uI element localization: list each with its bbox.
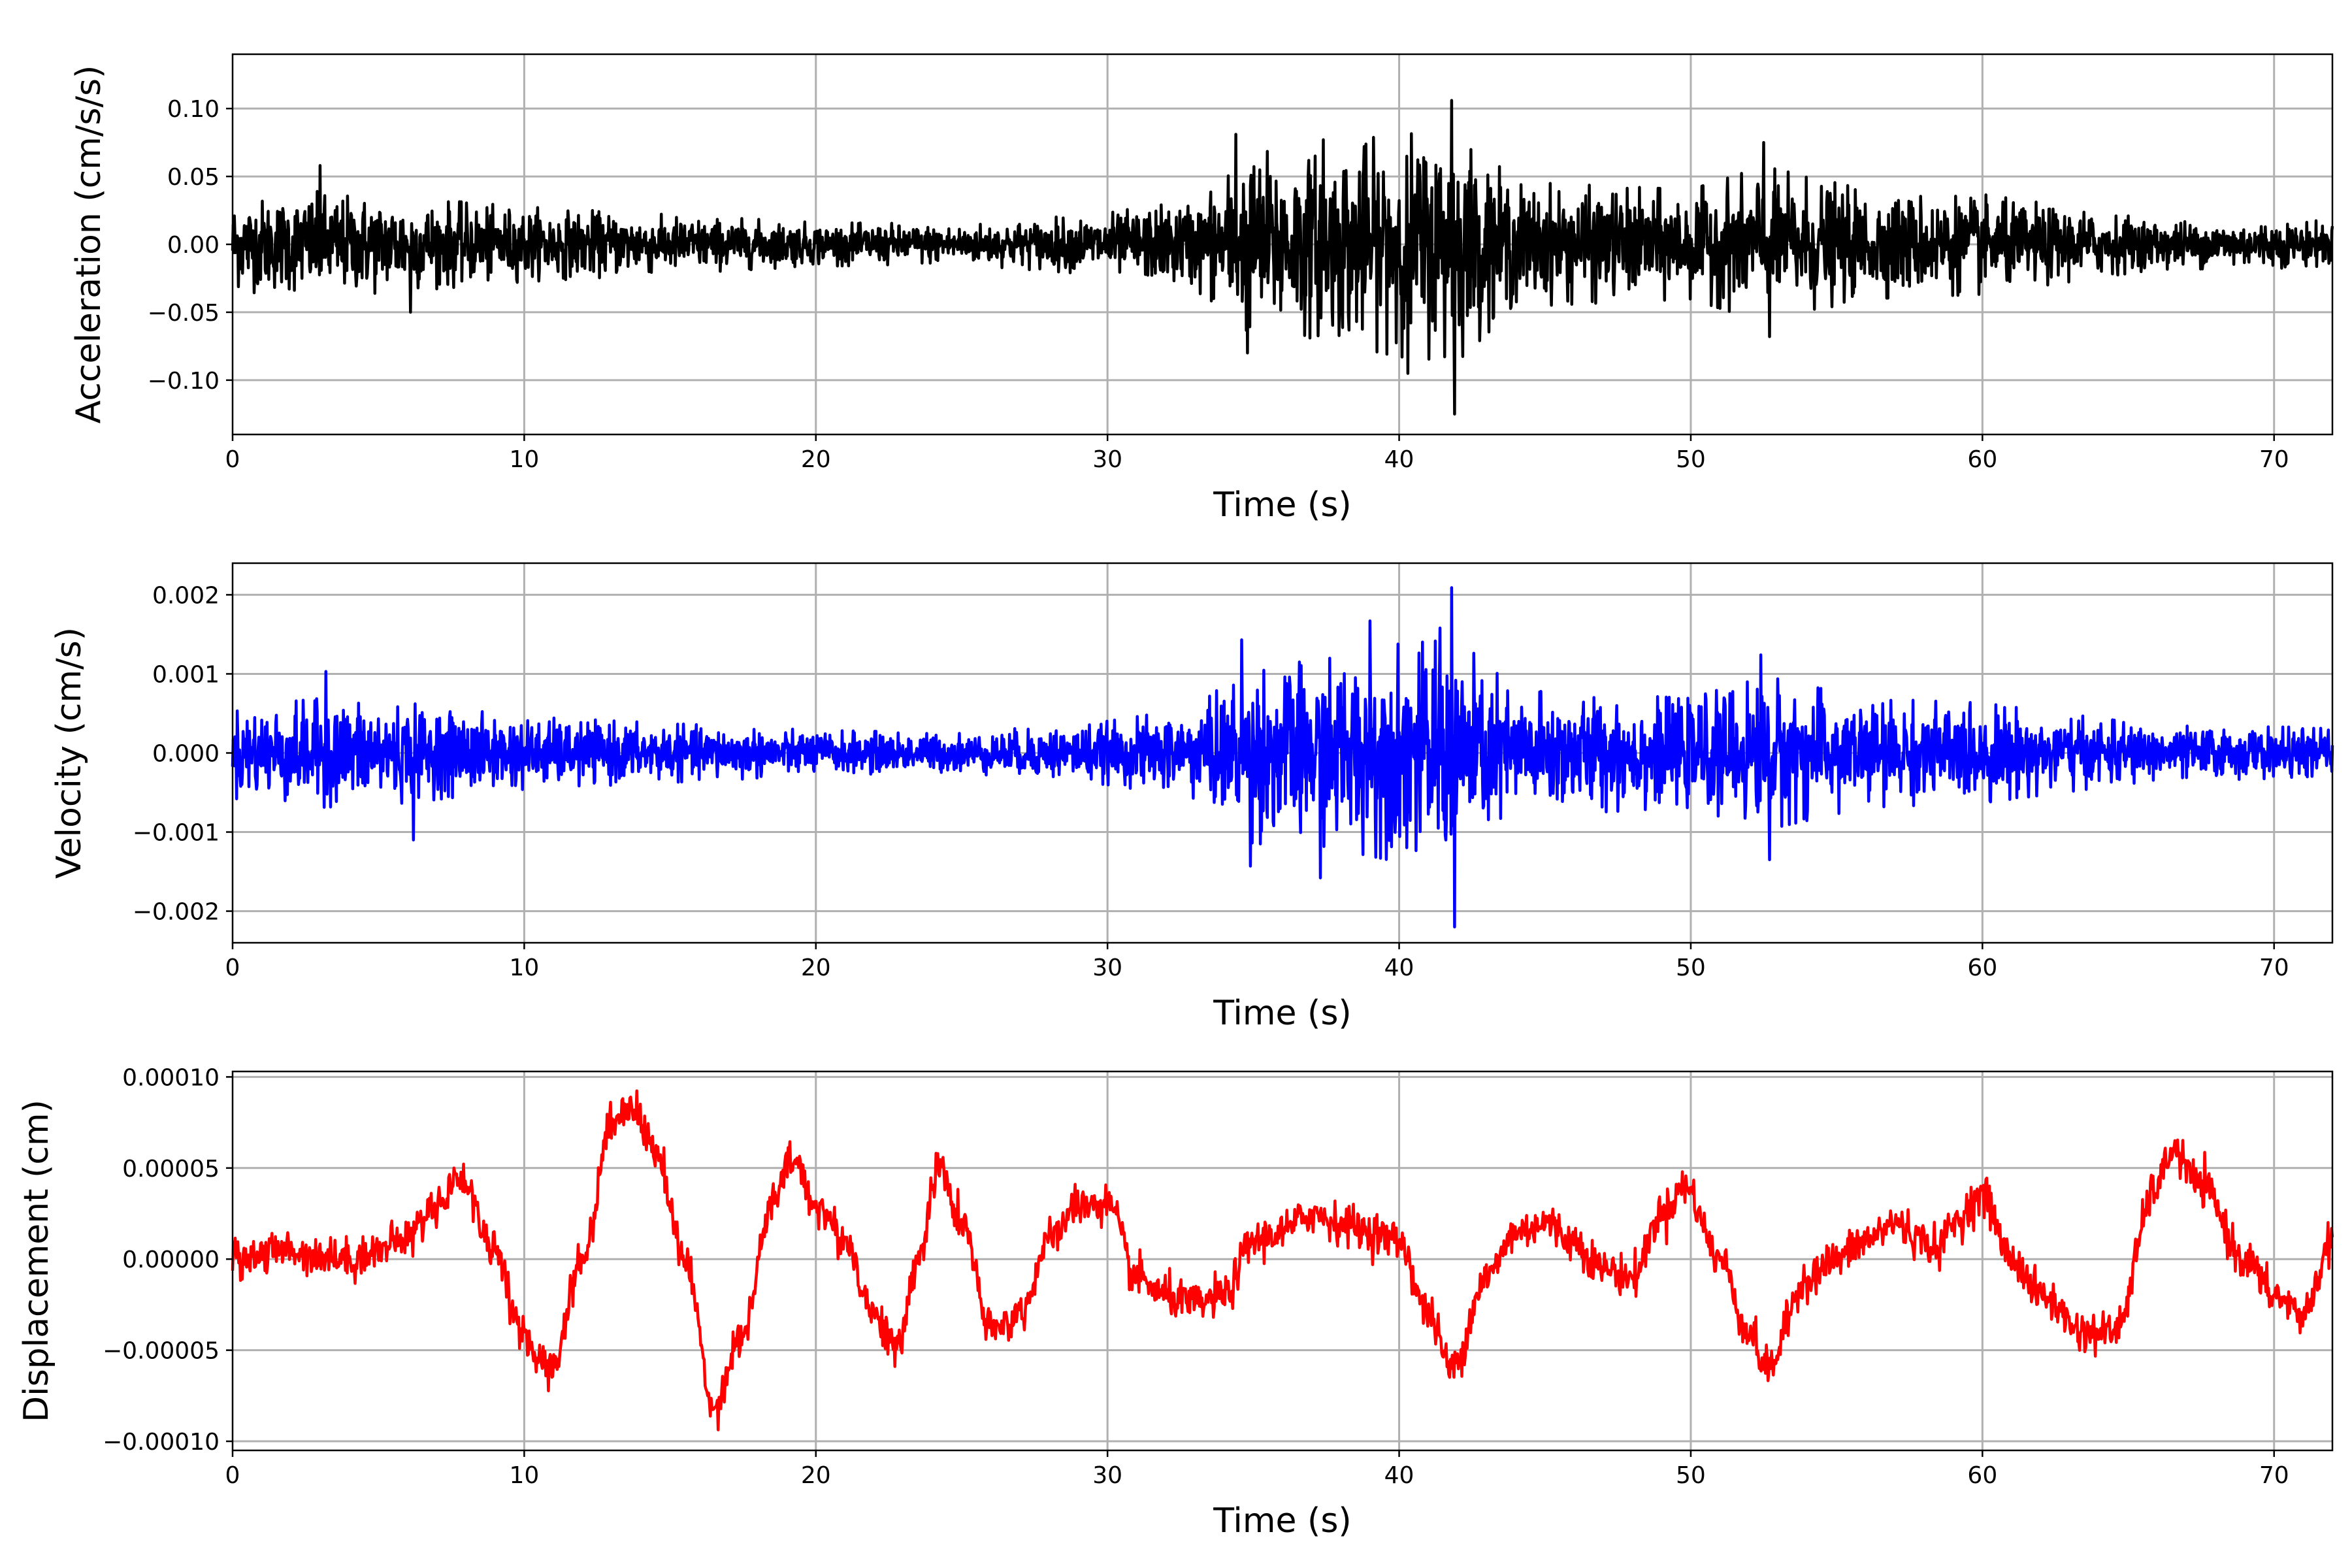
velocity-y-tick-label: −0.002 <box>133 899 220 926</box>
displacement-x-tick-label: 20 <box>801 1462 831 1489</box>
velocity-panel: 0 10 20 30 40 50 60 70 −0.002 −0.001 0.000 0.001 0.0… <box>50 562 2334 1033</box>
velocity-y-tick-label: 0.002 <box>152 582 220 609</box>
velocity-ticks: 0 10 20 30 40 50 60 70 −0.002 −0.001 0.000 0.001 0.0… <box>133 582 2289 981</box>
acceleration-y-axis-label: Acceleration (cm/s/s) <box>69 65 108 424</box>
velocity-x-tick-label: 20 <box>801 955 831 981</box>
velocity-trace <box>231 586 2334 929</box>
displacement-ticks: 0 10 20 30 40 50 60 70 −0.00010 −0.00005 0.00000 0.… <box>103 1064 2289 1489</box>
acceleration-x-tick-label: 0 <box>225 446 240 473</box>
acceleration-x-tick-label: 60 <box>1967 446 1997 473</box>
displacement-y-tick-label: 0.00000 <box>122 1247 220 1273</box>
acceleration-series-line <box>231 99 2334 416</box>
acceleration-y-tick-label: −0.10 <box>148 368 220 395</box>
velocity-x-tick-label: 60 <box>1967 955 1997 981</box>
displacement-y-tick-label: −0.00005 <box>103 1338 220 1365</box>
acceleration-y-tick-label: −0.05 <box>148 300 220 327</box>
displacement-y-tick-label: 0.00005 <box>122 1156 220 1183</box>
displacement-y-axis-label: Displacement (cm) <box>17 1100 56 1422</box>
displacement-series-line <box>231 1089 2334 1431</box>
velocity-y-axis-label: Velocity (cm/s) <box>50 627 89 879</box>
displacement-x-tick-label: 50 <box>1676 1462 1706 1489</box>
acceleration-y-tick-label: 0.00 <box>167 232 220 259</box>
acceleration-x-tick-label: 10 <box>509 446 539 473</box>
velocity-x-tick-label: 40 <box>1384 955 1414 981</box>
acceleration-x-axis-label: Time (s) <box>1213 485 1351 525</box>
velocity-x-tick-label: 70 <box>2259 955 2289 981</box>
displacement-y-tick-label: −0.00010 <box>103 1429 220 1456</box>
velocity-y-tick-label: −0.001 <box>133 820 220 847</box>
velocity-series-line <box>231 586 2334 929</box>
displacement-x-tick-label: 10 <box>509 1462 539 1489</box>
displacement-trace <box>231 1089 2334 1431</box>
displacement-x-tick-label: 40 <box>1384 1462 1414 1489</box>
velocity-y-tick-label: 0.000 <box>152 741 220 768</box>
velocity-x-tick-label: 0 <box>225 955 240 981</box>
acceleration-y-tick-label: 0.05 <box>167 164 220 191</box>
acceleration-panel: 0 10 20 30 40 50 60 70 −0.10 −0.05 0.00 0.05 0.10 Ti… <box>69 53 2334 525</box>
velocity-y-tick-label: 0.001 <box>152 661 220 688</box>
displacement-grid <box>233 1071 2332 1450</box>
velocity-x-tick-label: 50 <box>1676 955 1706 981</box>
acceleration-x-tick-label: 20 <box>801 446 831 473</box>
displacement-x-tick-label: 70 <box>2259 1462 2289 1489</box>
acceleration-x-tick-label: 70 <box>2259 446 2289 473</box>
acceleration-y-tick-label: 0.10 <box>167 96 220 123</box>
velocity-x-tick-label: 10 <box>509 955 539 981</box>
velocity-x-tick-label: 30 <box>1092 955 1122 981</box>
displacement-axes-frame <box>231 1070 2334 1452</box>
acceleration-ticks: 0 10 20 30 40 50 60 70 −0.10 −0.05 0.00 0.05 0.10 <box>148 96 2289 473</box>
displacement-panel: 0 10 20 30 40 50 60 70 −0.00010 −0.00005 0.00000 0.… <box>17 1064 2334 1541</box>
displacement-y-tick-label: 0.00010 <box>122 1064 220 1091</box>
acceleration-x-tick-label: 30 <box>1092 446 1122 473</box>
velocity-x-axis-label: Time (s) <box>1213 994 1351 1033</box>
displacement-x-tick-label: 60 <box>1967 1462 1997 1489</box>
displacement-x-tick-label: 30 <box>1092 1462 1122 1489</box>
acceleration-x-tick-label: 40 <box>1384 446 1414 473</box>
displacement-x-axis-label: Time (s) <box>1213 1501 1351 1541</box>
displacement-x-tick-label: 0 <box>225 1462 240 1489</box>
acceleration-x-tick-label: 50 <box>1676 446 1706 473</box>
acceleration-trace <box>231 99 2334 416</box>
